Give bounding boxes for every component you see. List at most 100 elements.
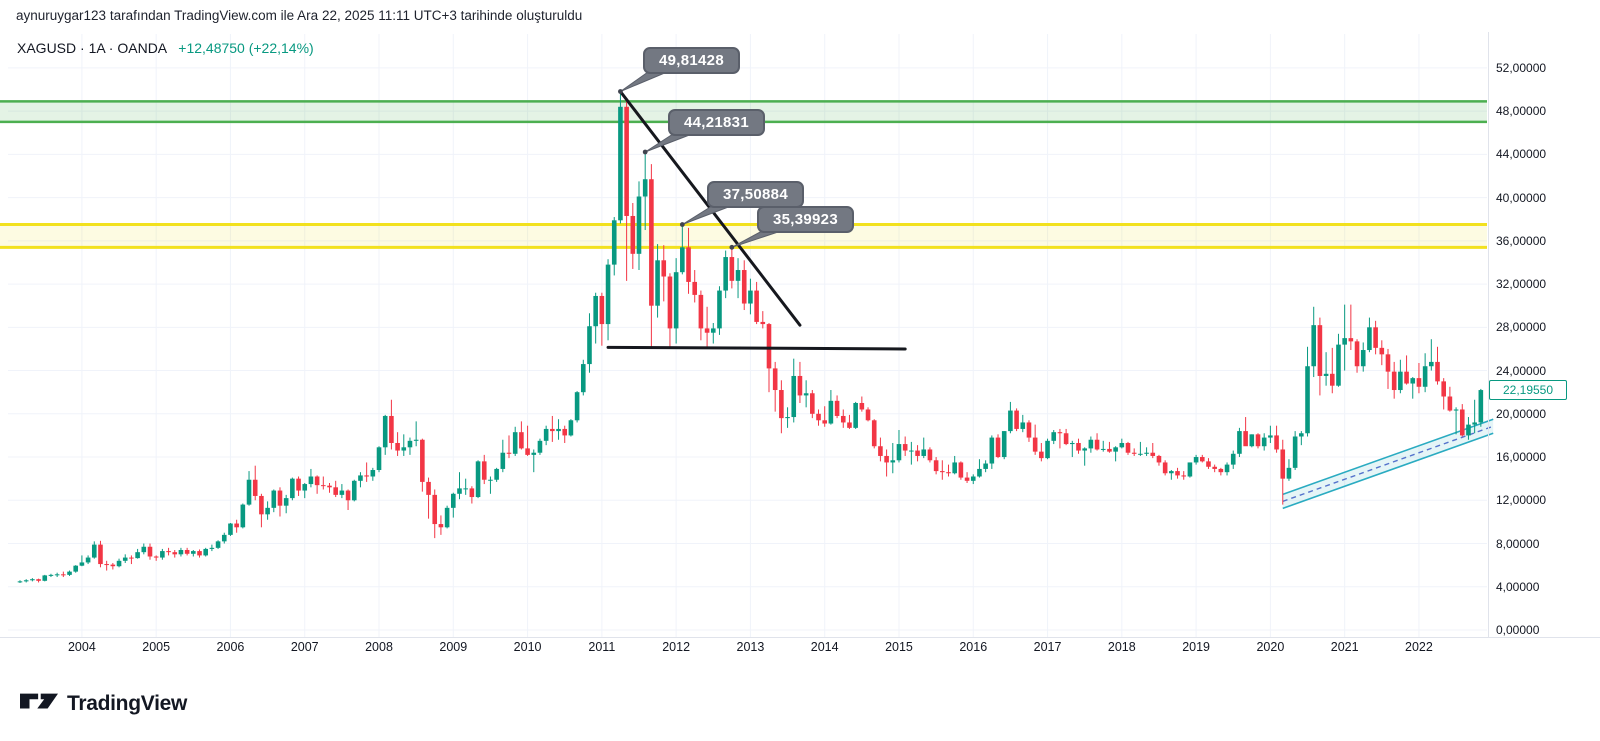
candle-body <box>413 439 419 441</box>
year-tick-label: 2008 <box>365 640 393 654</box>
candle-body <box>209 547 215 549</box>
candle-body <box>859 402 865 410</box>
price-callout[interactable]: 49,81428 <box>643 47 740 74</box>
candle-body <box>840 415 846 423</box>
candle-body <box>890 460 896 463</box>
candle-body <box>314 476 320 486</box>
year-tick-label: 2006 <box>216 640 245 654</box>
symbol-title[interactable]: XAGUSD · 1A · OANDA <box>17 40 167 56</box>
year-tick-label: 2013 <box>736 640 765 654</box>
ascending-channel-upper[interactable] <box>1282 418 1494 496</box>
year-tick-label: 2005 <box>142 640 171 654</box>
candle-body <box>741 270 747 304</box>
candle-body <box>1379 347 1385 355</box>
candle-body <box>599 295 605 325</box>
candle-body <box>958 462 964 478</box>
price-tick-label: 0,00000 <box>1496 623 1540 637</box>
ascending-channel-lower[interactable] <box>1282 432 1494 510</box>
candle-body <box>1218 468 1224 473</box>
candle-body <box>624 106 629 216</box>
candle-body <box>1144 452 1149 454</box>
candle-body <box>228 523 233 535</box>
candle-body <box>308 476 314 485</box>
candle-body <box>17 581 23 583</box>
candle-body <box>197 551 202 556</box>
candle-body <box>964 477 970 481</box>
supply-zone[interactable] <box>0 224 1487 248</box>
candle-body <box>302 484 308 491</box>
candle-body <box>970 476 976 481</box>
candle-body <box>1125 442 1131 453</box>
candle-body <box>370 470 376 477</box>
candle-body <box>184 550 190 554</box>
candle-body <box>1156 455 1162 463</box>
candle-body <box>593 295 598 327</box>
support-line[interactable] <box>606 345 907 351</box>
price-callout[interactable]: 35,39923 <box>757 206 854 233</box>
candle-body <box>172 552 178 555</box>
candle-body <box>1131 452 1137 454</box>
candle-body <box>1230 453 1236 465</box>
price-callout[interactable]: 37,50884 <box>707 181 804 208</box>
candle-body <box>1063 433 1069 445</box>
candle-body <box>67 571 72 575</box>
candle-body <box>129 557 134 559</box>
candle-body <box>512 432 518 454</box>
candle-body <box>1051 432 1057 441</box>
candle-body <box>1274 435 1279 450</box>
callout-anchor-dot <box>642 149 648 155</box>
candle-body <box>1261 437 1267 447</box>
candle-body <box>407 440 413 448</box>
candle-body <box>141 546 147 553</box>
candle-body <box>915 450 920 456</box>
candle-body <box>1082 448 1087 451</box>
candle-body <box>729 257 735 281</box>
candle-body <box>1453 409 1459 411</box>
candle-body <box>345 490 351 501</box>
ascending-channel-middle[interactable] <box>1282 425 1494 503</box>
candle-body <box>642 179 648 197</box>
candle-body <box>215 541 221 548</box>
candle-body <box>395 442 400 451</box>
candle-body <box>1472 422 1477 425</box>
candle-body <box>797 375 803 396</box>
candle-body <box>1435 361 1440 382</box>
year-tick-label: 2007 <box>290 640 319 654</box>
candle-body <box>1039 451 1044 459</box>
candle-body <box>30 579 35 581</box>
candle-body <box>723 257 728 291</box>
candle-body <box>271 490 277 508</box>
candle-body <box>321 485 326 487</box>
candle-body <box>54 574 60 576</box>
candle-body <box>488 479 493 481</box>
candle-body <box>500 452 506 469</box>
candle-body <box>1070 442 1075 445</box>
candle-body <box>1348 338 1354 342</box>
candle-body <box>983 463 988 469</box>
symbol-legend[interactable]: XAGUSD · 1A · OANDA +12,48750 (+22,14%) <box>17 40 314 56</box>
candle-body <box>1008 410 1013 432</box>
candle-body <box>1342 338 1347 345</box>
candle-body <box>995 437 1001 458</box>
year-tick-label: 2014 <box>810 640 839 654</box>
candle-body <box>1354 341 1360 367</box>
candle-body <box>1299 433 1304 437</box>
candle-body <box>1249 434 1255 447</box>
candle-body <box>884 455 889 463</box>
candle-body <box>692 281 698 295</box>
candle-body <box>574 392 580 421</box>
candle-body <box>1026 422 1032 438</box>
year-tick-label: 2017 <box>1033 640 1062 654</box>
candle-body <box>772 368 778 391</box>
candle-body <box>927 449 933 461</box>
candle-body <box>735 270 741 281</box>
tradingview-logo[interactable]: TradingView <box>20 692 187 716</box>
candle-body <box>135 552 140 559</box>
candle-body <box>1237 431 1242 454</box>
candle-body <box>265 507 270 515</box>
price-callout[interactable]: 44,21831 <box>668 109 765 136</box>
candle-body <box>1076 442 1081 451</box>
candle-body <box>451 493 456 508</box>
candle-body <box>878 446 883 456</box>
